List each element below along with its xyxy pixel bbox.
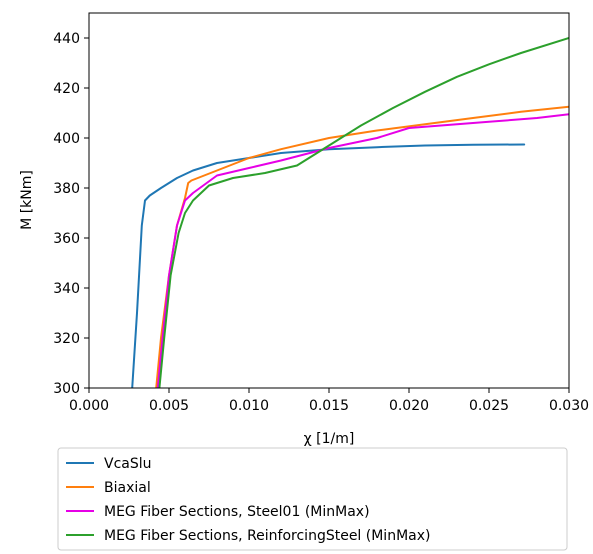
y-axis: 300 320 340 360 380 400 420 440 [53, 31, 89, 397]
legend-label: MEG Fiber Sections, Steel01 (MinMax) [104, 504, 370, 520]
y-tick-label: 340 [53, 281, 80, 297]
x-axis: 0.000 0.005 0.010 0.015 0.020 0.025 0.030 [69, 388, 589, 414]
legend-label: VcaSlu [104, 456, 152, 472]
x-axis-label: χ [1/m] [304, 431, 355, 447]
y-tick-label: 300 [53, 381, 80, 397]
x-tick-label: 0.005 [149, 398, 189, 414]
y-tick-label: 380 [53, 181, 80, 197]
x-tick-label: 0.010 [229, 398, 269, 414]
x-tick-label: 0.000 [69, 398, 109, 414]
series-line-2 [155, 105, 569, 388]
series-line-4 [158, 37, 569, 388]
x-tick-label: 0.020 [389, 398, 429, 414]
y-axis-label: M [kNm] [19, 170, 35, 230]
legend-frame [57, 447, 568, 551]
y-tick-label: 400 [53, 131, 80, 147]
series-line-3 [156, 113, 569, 388]
x-tick-label: 0.030 [549, 398, 589, 414]
y-tick-label: 320 [53, 331, 80, 347]
legend: VcaSlu Biaxial MEG Fiber Sections, Steel01… [57, 447, 568, 551]
y-tick-label: 440 [53, 31, 80, 47]
y-tick-label: 360 [53, 231, 80, 247]
legend-label: MEG Fiber Sections, ReinforcingSteel (Mi… [104, 528, 430, 544]
x-tick-label: 0.025 [469, 398, 509, 414]
x-tick-label: 0.015 [309, 398, 349, 414]
series-layer [131, 37, 569, 388]
legend-label: Biaxial [104, 480, 151, 496]
series-line-1 [131, 143, 526, 388]
y-tick-label: 420 [53, 81, 80, 97]
